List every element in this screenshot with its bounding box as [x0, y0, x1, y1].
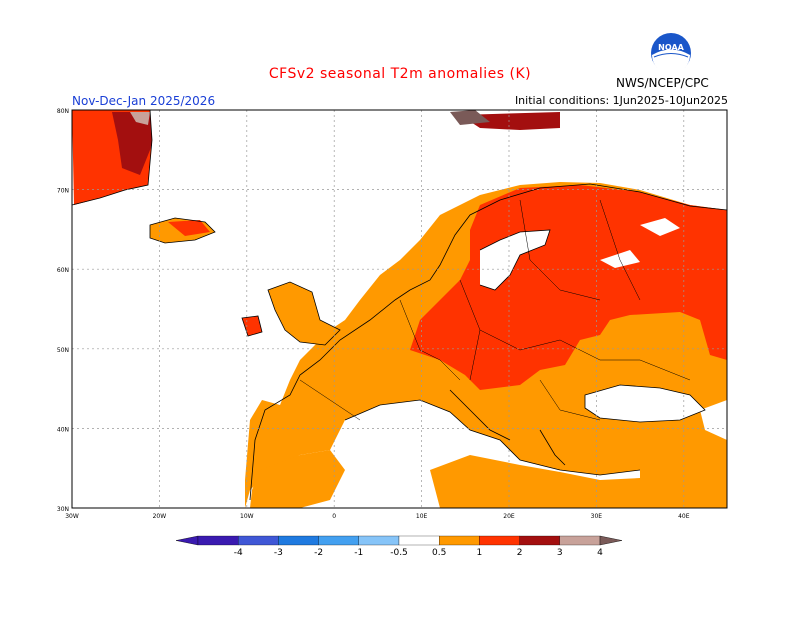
country-borders — [299, 199, 691, 421]
legend-swatch — [358, 535, 400, 546]
anomaly-fields — [72, 110, 727, 508]
legend-swatch — [197, 535, 239, 546]
svalbard-anomaly — [460, 112, 560, 130]
coastlines — [71, 109, 728, 501]
initial-conditions: Initial conditions: 1Jun2025-10Jun2025 — [514, 94, 728, 107]
legend-label: 0.5 — [432, 548, 446, 558]
latitude-labels: 30N 40N 50N 60N 70N 80N — [57, 108, 69, 513]
legend-swatch — [559, 535, 601, 546]
graticule — [72, 110, 727, 508]
legend-swatch — [519, 535, 560, 546]
legend-swatch — [479, 535, 520, 546]
legend-label: -2 — [314, 548, 323, 558]
northeast-europe-strong-anomaly — [410, 185, 727, 390]
forecast-period: Nov-Dec-Jan 2025/2026 — [72, 94, 216, 108]
lon-tick-label: 10W — [240, 513, 254, 520]
legend-swatch — [398, 535, 440, 546]
legend-swatch — [238, 535, 279, 546]
lon-tick-label: 10E — [416, 513, 428, 520]
legend-label: 3 — [557, 548, 563, 558]
legend-swatch — [278, 535, 319, 546]
lon-tick-label: 20E — [503, 513, 515, 520]
legend-swatch — [439, 535, 480, 546]
legend-label: -1 — [354, 548, 363, 558]
agency-label: NWS/NCEP/CPC — [616, 76, 709, 90]
lat-tick-label: 80N — [57, 108, 69, 115]
legend-label: -4 — [234, 548, 243, 558]
lon-tick-label: 40E — [678, 513, 690, 520]
lat-tick-label: 60N — [57, 267, 69, 274]
legend-label: -0.5 — [390, 548, 408, 558]
black-sea — [585, 385, 705, 422]
legend-label: 1 — [477, 548, 483, 558]
baltic-sea — [480, 230, 550, 290]
lat-tick-label: 70N — [57, 188, 69, 195]
lon-tick-label: 20W — [153, 513, 167, 520]
legend-swatch — [318, 535, 359, 546]
legend-arrow-low — [175, 535, 199, 546]
legend-label: 4 — [597, 548, 603, 558]
longitude-labels: 30W 20W 10W 0 10E 20E 30E 40E — [65, 513, 690, 520]
lat-tick-label: 30N — [57, 506, 69, 513]
greenland-peak-anomaly — [130, 112, 150, 125]
greenland-strong-anomaly — [112, 112, 152, 175]
north-africa-west-anomaly — [250, 450, 345, 508]
legend-arrow-high — [599, 535, 623, 546]
british-isles-anomaly — [268, 282, 340, 345]
lon-tick-label: 0 — [332, 513, 336, 520]
legend-label: -3 — [274, 548, 283, 558]
map-title: CFSv2 seasonal T2m anomalies (K) — [268, 66, 532, 82]
north-africa-east-anomaly — [430, 455, 640, 508]
lon-tick-label: 30E — [591, 513, 603, 520]
lon-tick-label: 30W — [65, 513, 79, 520]
svg-text:NOAA: NOAA — [658, 43, 684, 52]
noaa-logo: NOAA — [650, 32, 692, 74]
lat-tick-label: 40N — [57, 426, 69, 433]
legend-label: 2 — [517, 548, 523, 558]
lat-tick-label: 50N — [57, 347, 69, 354]
